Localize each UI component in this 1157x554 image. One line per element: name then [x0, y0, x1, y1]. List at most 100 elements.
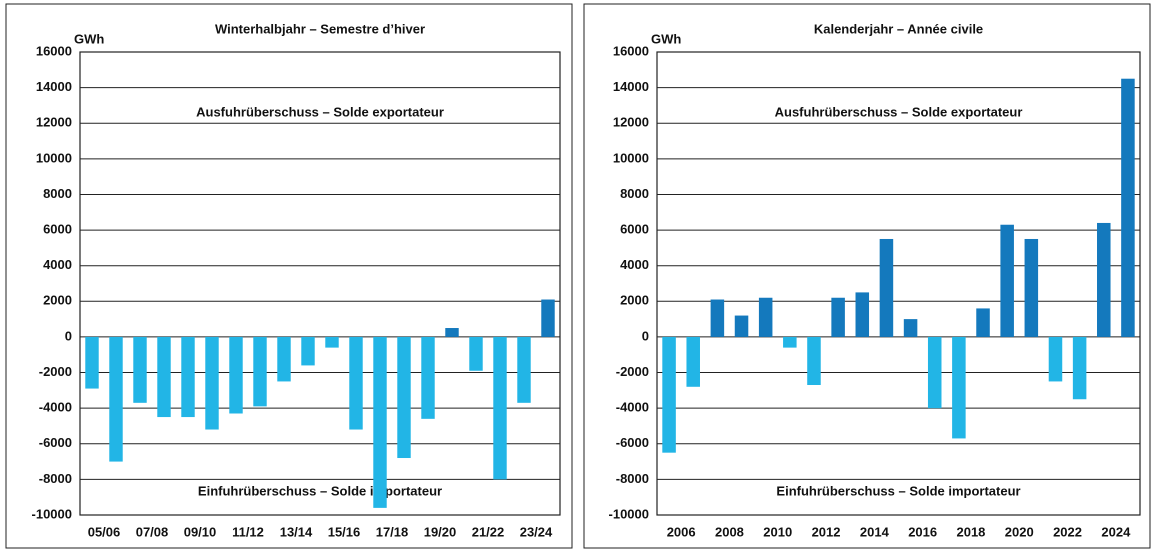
bar — [1121, 78, 1135, 337]
x-tick-label: 19/20 — [424, 524, 457, 539]
y-tick-label: 4000 — [43, 257, 72, 272]
x-tick-label: 05/06 — [88, 524, 121, 539]
unit-label: GWh — [74, 31, 104, 46]
y-tick-label: 14000 — [36, 79, 72, 94]
bar — [783, 336, 797, 348]
bar — [1048, 336, 1063, 382]
annotation: Ausfuhrüberschuss – Solde exportateur — [196, 104, 444, 119]
bar — [277, 336, 291, 382]
x-tick-label: 17/18 — [376, 524, 409, 539]
y-tick-label: -6000 — [39, 435, 72, 450]
bar — [976, 308, 990, 337]
annotation-bg — [733, 104, 1064, 122]
y-tick-label: 2000 — [43, 293, 72, 308]
x-tick-label: 2022 — [1053, 524, 1082, 539]
bar — [1097, 222, 1111, 337]
chart-title: Winterhalbjahr – Semestre d’hiver — [215, 21, 425, 36]
y-tick-label: -2000 — [39, 364, 72, 379]
x-tick-label: 2012 — [812, 524, 841, 539]
x-tick-label: 2010 — [763, 524, 792, 539]
bar — [253, 336, 267, 407]
x-tick-label: 23/24 — [520, 524, 553, 539]
bar — [229, 336, 243, 414]
bar — [807, 336, 821, 386]
bar — [855, 292, 870, 337]
x-tick-label: 21/22 — [472, 524, 505, 539]
bar — [541, 299, 555, 337]
bar — [879, 238, 894, 337]
bar — [349, 336, 363, 430]
bar — [157, 336, 171, 418]
bar — [325, 336, 339, 348]
y-tick-label: 8000 — [43, 186, 72, 201]
bar — [662, 336, 676, 453]
bar — [1024, 238, 1039, 337]
y-tick-label: 2000 — [620, 293, 649, 308]
bar — [397, 336, 411, 459]
bar — [109, 336, 123, 462]
annotation-bg — [155, 104, 485, 122]
y-tick-label: -8000 — [616, 471, 649, 486]
y-tick-label: 0 — [65, 328, 72, 343]
y-tick-label: -4000 — [616, 400, 649, 415]
x-tick-label: 15/16 — [328, 524, 361, 539]
bar — [517, 336, 531, 403]
bar — [373, 336, 387, 508]
x-tick-label: 2024 — [1101, 524, 1131, 539]
bar — [903, 319, 918, 337]
y-tick-label: 0 — [642, 328, 649, 343]
x-tick-label: 13/14 — [280, 524, 313, 539]
panel-frame — [583, 3, 1151, 549]
y-tick-label: 8000 — [620, 186, 649, 201]
y-tick-label: 10000 — [613, 150, 649, 165]
chart-title: Kalenderjahr – Année civile — [814, 21, 983, 36]
bar — [734, 315, 749, 337]
x-tick-label: 2014 — [860, 524, 890, 539]
y-tick-label: -2000 — [616, 364, 649, 379]
x-tick-label: 2020 — [1005, 524, 1034, 539]
bar — [710, 299, 725, 337]
bar — [205, 336, 219, 430]
x-tick-label: 2008 — [715, 524, 744, 539]
bar — [831, 297, 845, 337]
x-tick-label: 2016 — [908, 524, 937, 539]
x-tick-label: 2006 — [667, 524, 696, 539]
y-tick-label: -8000 — [39, 471, 72, 486]
y-tick-label: 4000 — [620, 257, 649, 272]
y-tick-label: -6000 — [616, 435, 649, 450]
plot-frame — [656, 51, 1141, 516]
y-tick-label: 16000 — [36, 43, 72, 58]
bar — [421, 336, 435, 419]
bar — [1000, 224, 1014, 337]
y-tick-label: -4000 — [39, 400, 72, 415]
annotation: Ausfuhrüberschuss – Solde exportateur — [775, 104, 1023, 119]
y-tick-label: 16000 — [613, 43, 649, 58]
annotation-bg — [155, 483, 485, 501]
y-tick-label: 6000 — [43, 222, 72, 237]
x-tick-label: 11/12 — [232, 524, 264, 539]
x-tick-label: 09/10 — [184, 524, 217, 539]
bar — [445, 328, 459, 337]
annotation: Einfuhrüberschuss – Solde importateur — [198, 483, 442, 498]
x-tick-label: 2018 — [956, 524, 985, 539]
annotation-bg — [733, 483, 1064, 501]
bar — [301, 336, 315, 366]
bar — [493, 336, 507, 480]
y-tick-label: 6000 — [620, 222, 649, 237]
bar — [181, 336, 195, 418]
bar — [952, 336, 966, 439]
bar — [686, 336, 700, 387]
y-tick-label: -10000 — [609, 506, 649, 521]
y-tick-label: 12000 — [613, 115, 649, 130]
bar — [758, 297, 773, 337]
bar — [85, 336, 99, 389]
y-tick-label: 14000 — [613, 79, 649, 94]
bar — [133, 336, 147, 403]
y-tick-label: 10000 — [36, 150, 72, 165]
bar — [469, 336, 483, 371]
bar — [927, 336, 942, 409]
panel-frame — [5, 3, 573, 549]
plot-frame — [79, 51, 561, 516]
unit-label: GWh — [651, 31, 681, 46]
